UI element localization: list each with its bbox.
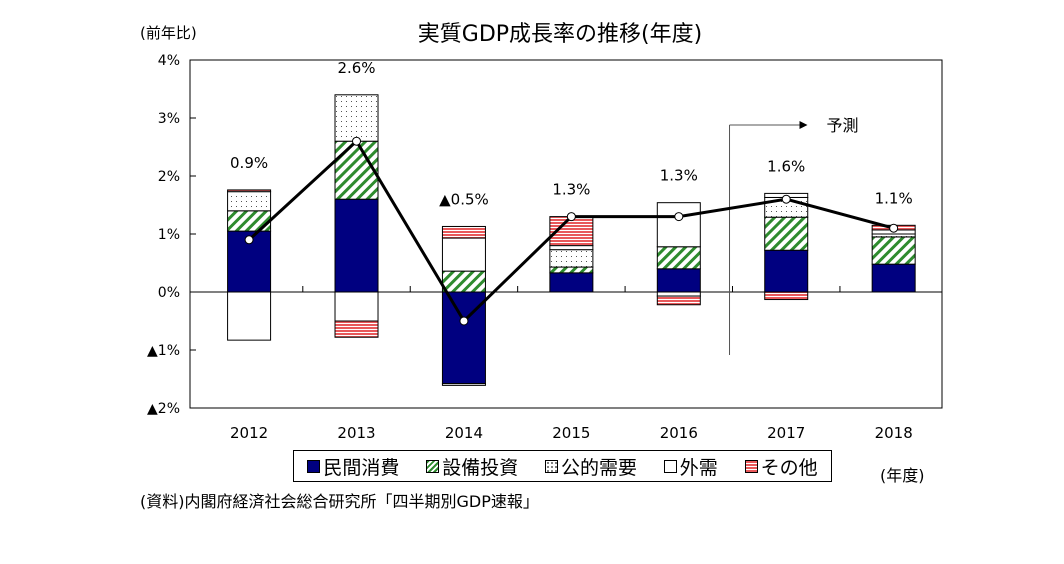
legend-swatch-icon <box>307 459 321 473</box>
bar-segment-2012-s4 <box>227 189 272 193</box>
legend-label: 公的需要 <box>560 456 637 479</box>
legend-label: その他 <box>760 456 818 479</box>
x-tick-label: 2017 <box>767 424 805 442</box>
y-tick-label: 2% <box>158 169 180 185</box>
x-tick-label: 2016 <box>660 424 698 442</box>
gdp-growth-label: 2.6% <box>337 59 375 77</box>
y-tick-label: 4% <box>158 53 180 69</box>
bar-segment-2013-s3 <box>334 291 379 322</box>
legend-swatch-icon <box>544 459 558 473</box>
x-tick-label: 2015 <box>552 424 590 442</box>
bar-segment-2016-s3 <box>656 202 701 248</box>
bar-segment-2012-s1 <box>227 210 272 232</box>
bar-segment-2014-s3 <box>441 237 486 272</box>
y-tick-label: 0% <box>158 285 180 301</box>
gdp-growth-label: 1.3% <box>552 181 590 199</box>
gdp-growth-point <box>889 223 899 233</box>
y-tick-label: ▲2% <box>147 401 180 417</box>
gdp-growth-label: 1.3% <box>660 167 698 185</box>
bar-segment-2016-s2 <box>656 291 701 297</box>
legend-item: 外需 <box>663 453 718 480</box>
legend-item: 設備投資 <box>426 453 518 480</box>
gdp-growth-point <box>566 212 576 222</box>
bar-segment-2015-s1 <box>549 266 594 274</box>
x-tick-label: 2012 <box>230 424 268 442</box>
gdp-growth-label: 1.6% <box>767 157 805 175</box>
legend-label: 設備投資 <box>442 456 519 479</box>
legend-swatch-icon <box>744 459 758 473</box>
legend-swatch-icon <box>663 459 677 473</box>
x-tick-label: 2018 <box>875 424 913 442</box>
legend: 民間消費 設備投資 公的需要 外需 その他 <box>293 450 832 482</box>
bar-segment-2014-s1 <box>441 270 486 293</box>
chart-title: 実質GDP成長率の推移(年度) <box>417 22 703 47</box>
bar-segment-2016-s0 <box>656 268 701 293</box>
gdp-growth-point <box>244 235 254 245</box>
forecast-label: 予測 <box>827 116 859 135</box>
bar-segment-2017-s1 <box>764 216 809 251</box>
bar-segment-2013-s0 <box>334 198 379 293</box>
bar-segment-2013-s2 <box>334 94 379 142</box>
legend-item: 民間消費 <box>307 453 399 480</box>
legend-item: 公的需要 <box>544 453 637 480</box>
y-tick-label: 1% <box>158 227 180 243</box>
bar-segment-2015-s2 <box>549 249 594 268</box>
legend-swatch-icon <box>426 459 440 473</box>
gdp-growth-point <box>352 136 362 146</box>
source-note: (資料)内閣府経済社会総合研究所「四半期別GDP速報」 <box>140 492 539 511</box>
bar-segment-2013-s1 <box>334 140 379 200</box>
bar-segment-2018-s0 <box>871 263 916 293</box>
bar-segment-2014-s4 <box>441 225 486 239</box>
bar-segment-2012-s3 <box>227 291 272 341</box>
gdp-growth-point <box>459 316 469 326</box>
y-tick-label: ▲1% <box>147 343 180 359</box>
bar-segment-2015-s0 <box>549 272 594 293</box>
gdp-growth-label: 0.9% <box>230 154 268 172</box>
legend-item: その他 <box>744 453 818 480</box>
bar-segment-2017-s4 <box>764 291 809 301</box>
gdp-growth-label: ▲0.5% <box>439 190 489 208</box>
legend-label: 外需 <box>679 456 718 479</box>
bar-segment-2012-s2 <box>227 191 272 212</box>
bar-segment-2018-s1 <box>871 236 916 265</box>
gdp-growth-point <box>674 212 684 222</box>
x-tick-label: 2014 <box>445 424 483 442</box>
forecast-arrowhead-icon <box>799 121 808 129</box>
y-tick-label: 3% <box>158 111 180 127</box>
bar-segment-2016-s4 <box>656 295 701 306</box>
bar-segment-2017-s0 <box>764 249 809 293</box>
bar-segment-2014-s2 <box>441 383 486 386</box>
bar-segment-2013-s4 <box>334 320 379 338</box>
bar-segment-2015-s3 <box>549 245 594 251</box>
gdp-growth-label: 1.1% <box>875 189 913 207</box>
bar-segment-2016-s1 <box>656 246 701 270</box>
gdp-growth-point <box>781 194 791 204</box>
x-axis-label: (年度) <box>880 466 925 485</box>
legend-label: 民間消費 <box>323 456 400 479</box>
y-axis-label: (前年比) <box>140 24 197 42</box>
x-tick-label: 2013 <box>337 424 375 442</box>
